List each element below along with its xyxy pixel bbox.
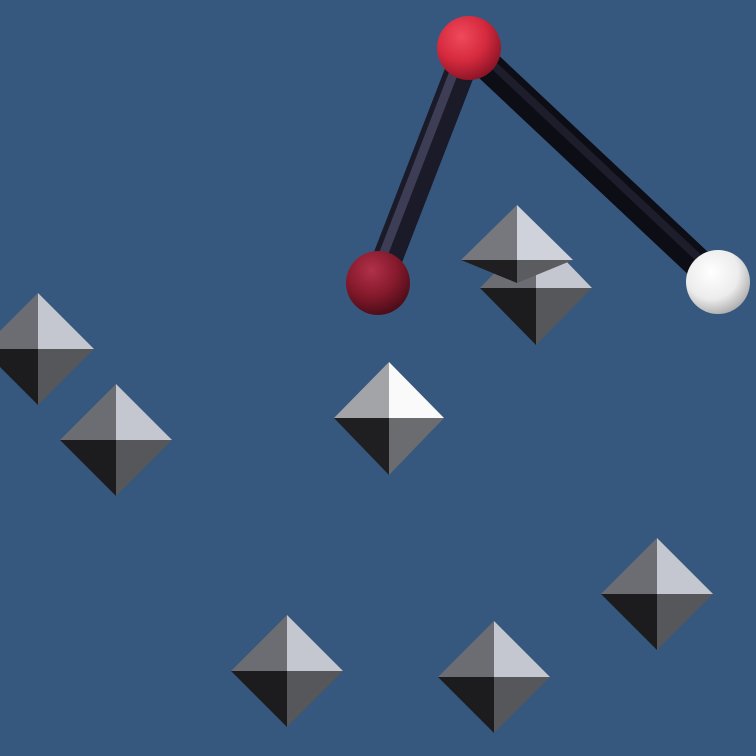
octahedron-target-6 [601, 538, 713, 650]
arm-segment-lower-highlight [368, 41, 469, 286]
arm-segment-lower [363, 33, 484, 298]
octahedron-target-8 [438, 621, 550, 733]
octahedron-target-2 [60, 384, 172, 496]
end-effector-joint[interactable] [686, 250, 750, 314]
arm-segment-upper-highlight [467, 40, 724, 282]
robot-arm[interactable] [346, 16, 750, 315]
octahedron-target-7 [231, 615, 343, 727]
octahedron-target-1 [0, 293, 94, 405]
octahedron-target-4 [461, 205, 573, 283]
arm-segment-upper [454, 33, 733, 297]
elbow-joint[interactable] [346, 251, 410, 315]
octahedron-target-5 [334, 362, 444, 475]
shoulder-joint[interactable] [437, 16, 501, 80]
